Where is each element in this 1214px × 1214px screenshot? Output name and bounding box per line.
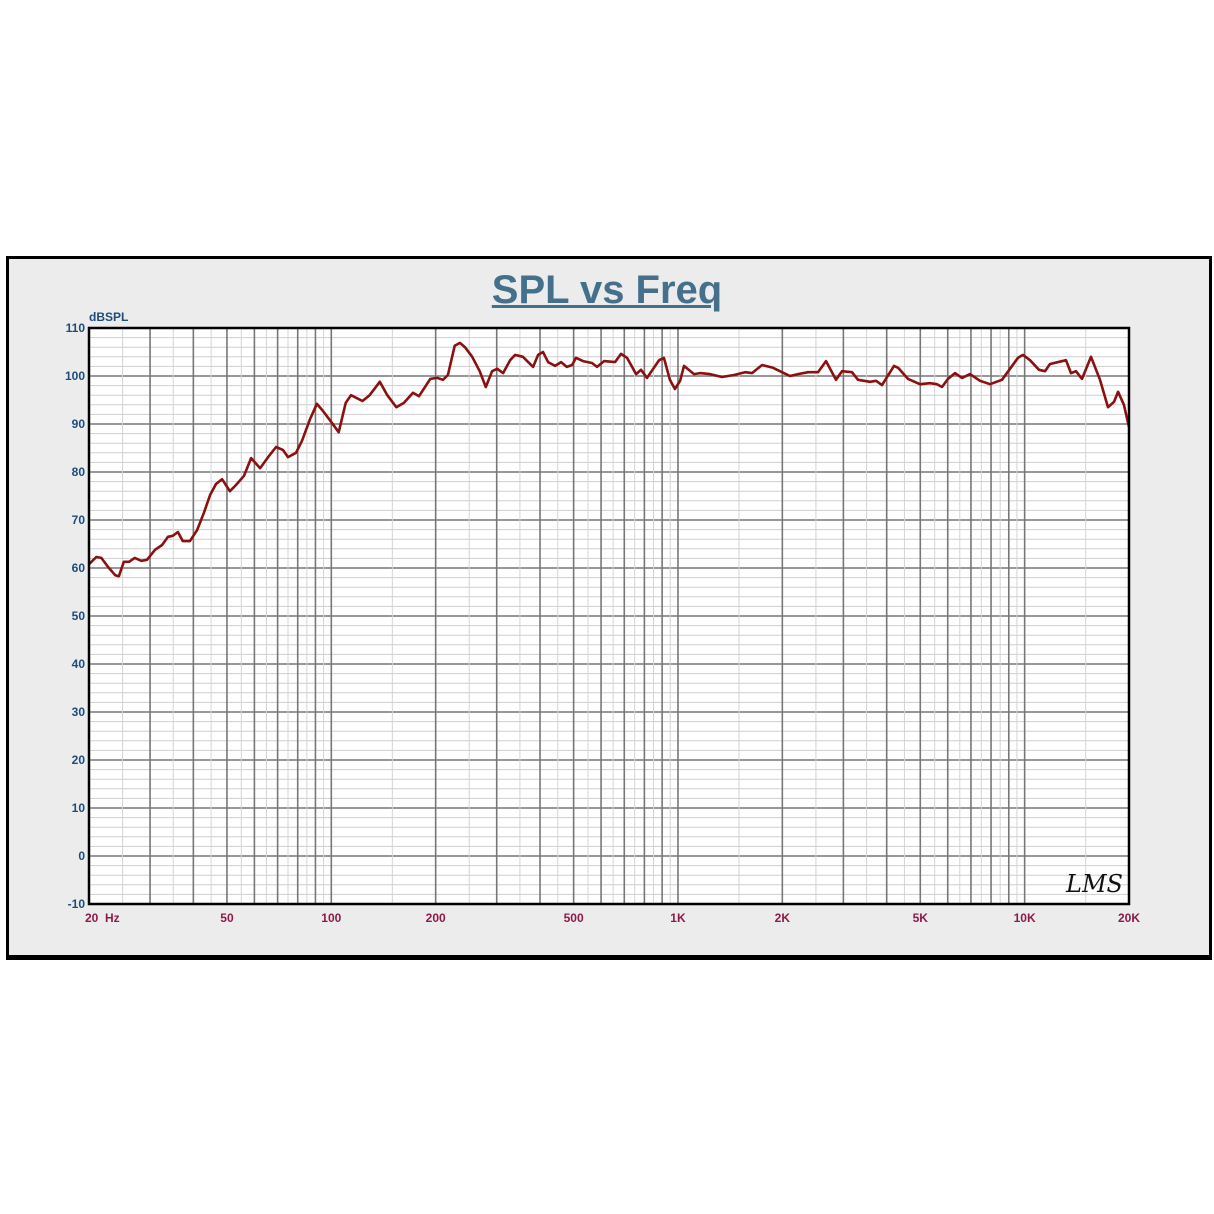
y-tick-label: 20: [72, 753, 86, 767]
x-tick-label: 20K: [1118, 911, 1140, 925]
lms-logo: LMS: [1065, 870, 1123, 898]
plot-border: [87, 326, 1131, 906]
x-tick-label: 5K: [913, 911, 929, 925]
y-tick-label: 50: [72, 609, 86, 623]
x-tick-label: 200: [426, 911, 446, 925]
y-tick-label: 90: [72, 417, 86, 431]
y-tick-label: 0: [78, 849, 85, 863]
y-axis-label: dBSPL: [89, 310, 128, 324]
x-tick-label: 500: [564, 911, 584, 925]
y-tick-label: -10: [68, 897, 86, 911]
y-tick-label: 40: [72, 657, 86, 671]
y-tick-label: 60: [72, 561, 86, 575]
y-tick-label: 110: [66, 321, 86, 335]
spl-curve: [88, 341, 1131, 578]
x-tick-label: 10K: [1014, 911, 1036, 925]
x-tick-label: 2K: [775, 911, 791, 925]
y-tick-label: 70: [72, 513, 86, 527]
x-tick-label: 100: [321, 911, 341, 925]
y-tick-label: 100: [65, 369, 85, 383]
x-tick-label: 20 Hz: [85, 911, 120, 925]
y-tick-label: 80: [72, 465, 86, 479]
x-tick-label: 1K: [670, 911, 686, 925]
y-tick-label: 10: [72, 801, 86, 815]
x-tick-label: 50: [220, 911, 234, 925]
chart-title: SPL vs Freq: [491, 268, 723, 312]
y-tick-label: 30: [72, 705, 86, 719]
